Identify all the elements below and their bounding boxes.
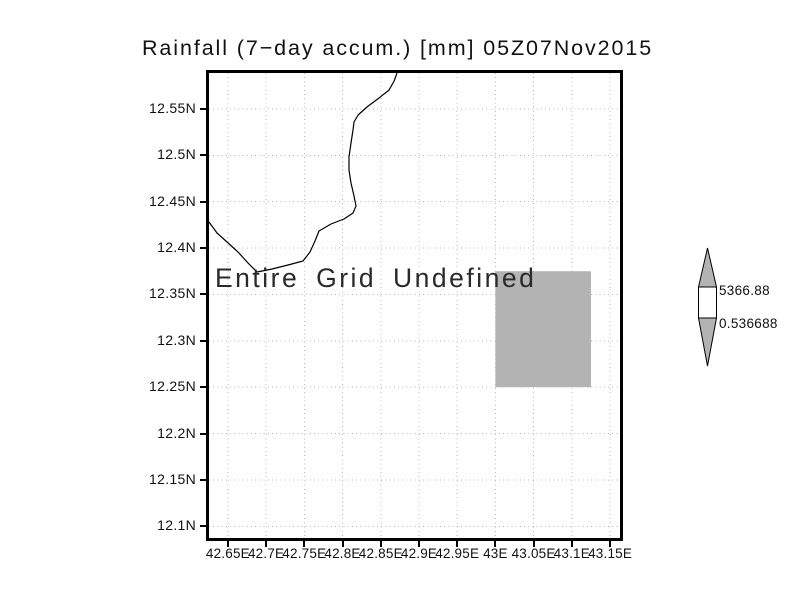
y-axis-tick-label: 12.15N xyxy=(149,470,196,487)
plot-svg xyxy=(209,73,620,538)
undefined-data-cell xyxy=(495,271,591,388)
coastline-path xyxy=(209,73,398,273)
y-axis-tick-label: 12.45N xyxy=(149,192,196,209)
x-axis-tick-label: 42.95E xyxy=(435,546,480,561)
map-plot-area: Entire Grid Undefined xyxy=(206,70,623,541)
y-axis-tick xyxy=(200,386,206,389)
x-axis-tick xyxy=(570,541,573,547)
x-axis-tick-label: 42.65E xyxy=(205,546,250,561)
y-axis-tick-label: 12.5N xyxy=(157,146,196,163)
x-axis-tick-label: 43.1E xyxy=(553,546,590,561)
x-axis-tick xyxy=(379,541,382,547)
x-axis-tick-label: 42.9E xyxy=(400,546,438,561)
x-axis-tick-label: 42.8E xyxy=(324,546,361,561)
y-axis-tick xyxy=(200,432,206,435)
x-axis-tick xyxy=(418,541,420,547)
y-axis-tick xyxy=(200,154,206,157)
x-axis-tick-label: 42.85E xyxy=(358,546,403,561)
y-axis-tick xyxy=(200,525,206,528)
entire-grid-undefined-label: Entire Grid Undefined xyxy=(215,263,537,293)
x-axis-tick-label: 42.7E xyxy=(247,546,285,561)
y-axis-tick-label: 12.35N xyxy=(149,285,196,302)
colorbar-min-label: 0.536688 xyxy=(719,316,778,331)
y-axis-tick-label: 12.2N xyxy=(157,424,196,441)
plot-title: Rainfall (7−day accum.) [mm] 05Z07Nov201… xyxy=(142,36,654,60)
x-axis-tick-label: 42.75E xyxy=(282,546,327,561)
x-axis-tick-label: 43E xyxy=(483,546,508,561)
colorbar-bottom-arrow xyxy=(697,317,718,367)
y-axis-tick xyxy=(200,339,206,342)
colorbar-top-arrow xyxy=(697,247,718,288)
colorbar xyxy=(697,247,718,367)
y-axis-tick-label: 12.55N xyxy=(149,99,196,116)
x-axis-tick-label: 43.15E xyxy=(588,546,633,561)
x-axis-tick xyxy=(456,541,459,547)
x-axis-tick xyxy=(226,541,229,547)
y-axis-tick xyxy=(200,247,206,249)
y-axis-tick xyxy=(200,200,206,203)
colorbar-box xyxy=(698,286,717,319)
y-axis-tick xyxy=(200,107,206,110)
y-axis-tick-label: 12.25N xyxy=(149,378,196,395)
x-axis-tick xyxy=(265,541,268,547)
x-axis-tick xyxy=(303,541,306,547)
x-axis-tick xyxy=(341,541,344,547)
x-axis-tick xyxy=(532,541,535,547)
colorbar-max-label: 5366.88 xyxy=(719,283,770,298)
y-axis-tick xyxy=(200,478,206,481)
x-axis-tick xyxy=(609,541,612,547)
y-axis-tick-label: 12.3N xyxy=(157,331,196,348)
y-axis-tick-label: 12.1N xyxy=(157,517,196,534)
y-axis-tick xyxy=(200,293,206,296)
x-axis-tick xyxy=(494,541,497,547)
x-axis-tick-label: 43.05E xyxy=(511,546,556,561)
y-axis-tick-label: 12.4N xyxy=(157,239,196,255)
